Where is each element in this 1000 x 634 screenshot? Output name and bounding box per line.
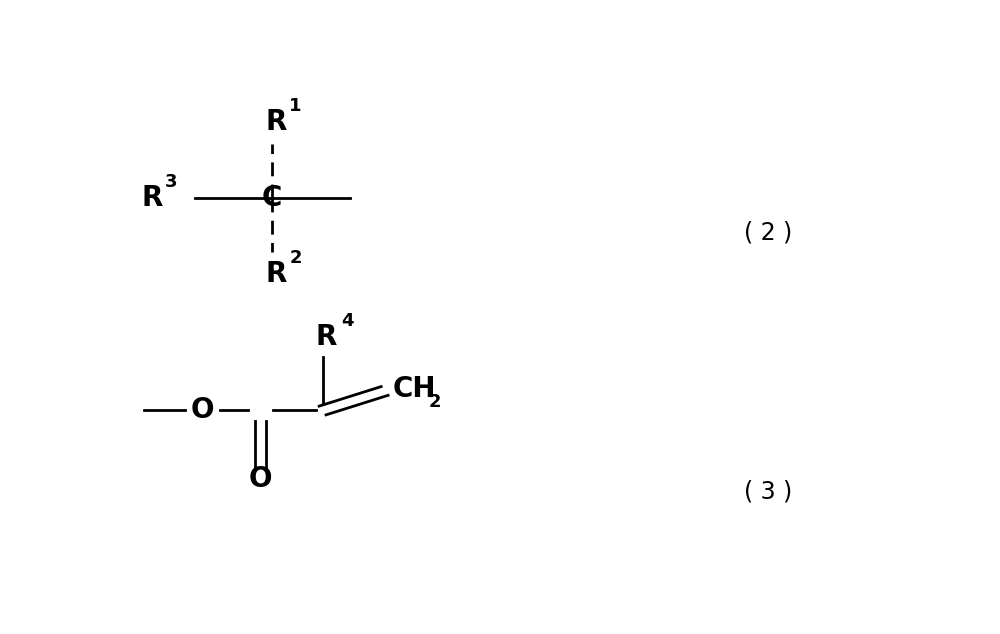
Text: R: R (316, 323, 337, 351)
Text: CH: CH (392, 375, 436, 403)
Text: 4: 4 (341, 312, 354, 330)
Text: 3: 3 (165, 173, 178, 191)
Text: R: R (265, 108, 287, 136)
Text: C: C (262, 184, 282, 212)
Text: 1: 1 (289, 98, 302, 115)
Text: R: R (265, 260, 287, 288)
Text: ( 2 ): ( 2 ) (744, 220, 792, 244)
Text: 2: 2 (429, 392, 441, 411)
Text: R: R (141, 184, 163, 212)
Text: ( 3 ): ( 3 ) (744, 479, 792, 503)
Text: 2: 2 (289, 249, 302, 267)
Text: O: O (191, 396, 214, 425)
Text: O: O (249, 465, 272, 493)
